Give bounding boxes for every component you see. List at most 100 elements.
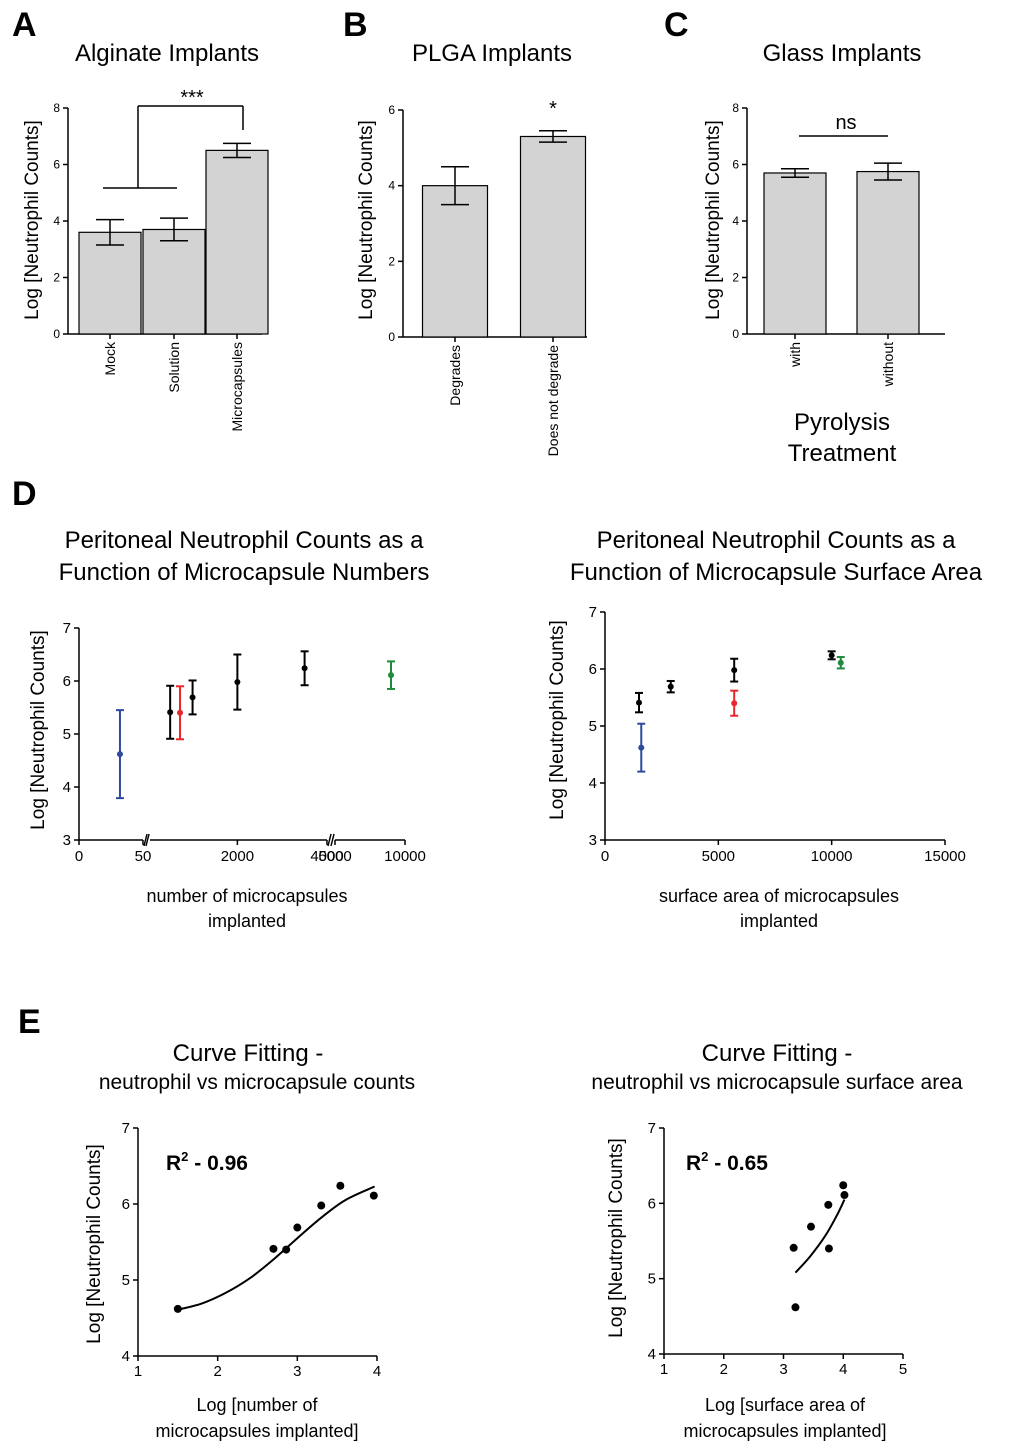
chart-a-y-tick-label-3: 6: [53, 158, 60, 172]
chart-c-y-tick-label-2: 4: [732, 214, 739, 228]
chart-e-right-y-tick-label-0: 4: [648, 1346, 656, 1363]
chart-a-category-label-2: Microcapsules: [229, 342, 245, 431]
chart-b-y-axis-label: Log [Neutrophil Counts]: [356, 120, 377, 320]
chart-e-left-x-axis-label-line-1: Log [number of: [196, 1395, 318, 1415]
chart-e-right-x-tick-label-1: 2: [720, 1361, 728, 1378]
chart-d-left-x-tick-label-4: 5000: [318, 848, 351, 865]
chart-d-right-y-axis-label: Log [Neutrophil Counts]: [547, 620, 568, 820]
chart-a-y-tick-label-4: 8: [53, 101, 60, 115]
chart-c-y-tick-label-4: 8: [732, 101, 739, 115]
chart-d-left-x-axis-label-line-1: number of microcapsules: [146, 886, 347, 906]
chart-e-left-y-tick-label-3: 7: [122, 1120, 130, 1137]
chart-e-right-point-0: [789, 1243, 798, 1252]
chart-b-title: PLGA Implants: [412, 40, 572, 67]
chart-b-bar-0: [421, 185, 489, 338]
chart-c-y-axis-label: Log [Neutrophil Counts]: [703, 120, 724, 320]
chart-d-right-point-0: [636, 699, 642, 706]
chart-e-right-subtitle: neutrophil vs microcapsule surface area: [591, 1071, 963, 1094]
chart-d-left-point-3: [189, 694, 196, 701]
chart-b-y-tick-label-3: 6: [388, 103, 395, 117]
chart-d-left-axis-break-1b: [145, 833, 150, 847]
chart-e-right-title: Curve Fitting -: [702, 1040, 853, 1067]
chart-d-right-y-tick-label-1: 4: [589, 775, 597, 792]
chart-d-left-x-tick-label-5: 10000: [384, 848, 426, 865]
chart-d-right-point-6: [837, 659, 844, 666]
chart-e-right-r-sup: 2: [701, 1149, 708, 1164]
chart-e-left-title: Curve Fitting -: [173, 1040, 324, 1067]
chart-e-right-y-tick-label-3: 7: [648, 1120, 656, 1137]
chart-e-left-x-tick-label-2: 3: [293, 1363, 301, 1380]
chart-c-x-axis-label-line-1: Pyrolysis: [794, 409, 890, 436]
chart-d-left-x-axis-label-line-2: implanted: [208, 911, 286, 931]
chart-e-left-point-2: [282, 1245, 291, 1254]
chart-e-right-point-5: [839, 1181, 848, 1190]
chart-e-right-y-tick-label-1: 5: [648, 1271, 656, 1288]
chart-e-right-r-value: - 0.65: [708, 1152, 768, 1175]
chart-d-left-point-0: [116, 751, 123, 758]
chart-e-left-y-axis-label: Log [Neutrophil Counts]: [84, 1144, 105, 1344]
chart-b-category-label-0: Degrades: [447, 345, 463, 406]
panel-letter-e: E: [18, 1003, 41, 1041]
chart-d-left-title-line-2: Function of Microcapsule Numbers: [59, 559, 430, 586]
chart-d-left-x-tick-label-2: 2000: [221, 848, 254, 865]
chart-e-right-x-axis-label-line-2: microcapsules implanted]: [683, 1421, 886, 1441]
chart-d-right-title-line-1: Peritoneal Neutrophil Counts as a: [597, 527, 957, 554]
chart-d-right-x-tick-label-1: 5000: [702, 848, 735, 865]
chart-d-right-point-4: [731, 700, 738, 707]
chart-d-left-y-tick-label-2: 5: [63, 726, 71, 743]
panel-letter-b: B: [343, 6, 368, 44]
chart-e-left-point-6: [369, 1191, 378, 1200]
chart-e-left-y-tick-label-2: 6: [122, 1196, 130, 1213]
chart-d-right-plot-area: 0 5000 10000 15000 3 4 5 6 7: [589, 604, 966, 865]
chart-d-right-y-tick-label-4: 7: [589, 604, 597, 621]
chart-d-right-point-3: [731, 667, 738, 674]
chart-d-right: Peritoneal Neutrophil Counts as a Functi…: [547, 527, 983, 931]
chart-a-significance: ***: [180, 87, 204, 109]
chart-b-y-tick-label-0: 0: [388, 330, 395, 344]
chart-b-category-label-1: Does not degrade: [545, 345, 561, 457]
chart-e-right-plot-area: 4 5 6 7 1 2 3 4 5: [648, 1120, 908, 1378]
chart-e-right-point-1: [791, 1303, 800, 1312]
chart-c-category-label-0: with: [787, 342, 803, 368]
chart-d-left-x-tick-label-1: 50: [135, 848, 152, 865]
chart-b-plot-area: 0 2 4 6 Degrades Does not degrade *: [388, 98, 587, 456]
chart-c-y-tick-label-1: 2: [732, 271, 739, 285]
chart-e-left-x-axis-label-line-2: microcapsules implanted]: [155, 1421, 358, 1441]
chart-c-category-label-1: without: [880, 342, 896, 387]
chart-e-left-r-value: - 0.96: [188, 1152, 248, 1175]
chart-e-left-point-0: [173, 1304, 182, 1313]
chart-d-right-y-tick-label-2: 5: [589, 718, 597, 735]
chart-d-left-y-tick-label-4: 7: [63, 620, 71, 637]
chart-d-right-point-1: [638, 744, 645, 751]
chart-d-left-x-tick-label-0: 0: [75, 848, 83, 865]
chart-e-right-point-4: [824, 1244, 833, 1253]
chart-e-left-x-tick-label-3: 4: [373, 1363, 381, 1380]
chart-d-right-y-tick-label-3: 6: [589, 661, 597, 678]
chart-c-significance: ns: [835, 112, 856, 134]
chart-e-right-point-3: [824, 1200, 833, 1209]
chart-c-plot-area: 0 2 4 6 8 with without ns: [732, 101, 945, 387]
chart-e-right: Curve Fitting - neutrophil vs microcapsu…: [591, 1040, 963, 1441]
chart-e-right-y-tick-label-2: 6: [648, 1195, 656, 1212]
chart-d-right-x-tick-label-0: 0: [601, 848, 609, 865]
chart-d-left-title-line-1: Peritoneal Neutrophil Counts as a: [65, 527, 425, 554]
chart-e-left-subtitle: neutrophil vs microcapsule counts: [99, 1071, 415, 1094]
chart-d-left-y-tick-label-0: 3: [63, 832, 71, 849]
chart-e-left-y-tick-label-1: 5: [122, 1272, 130, 1289]
chart-d-left-point-1: [167, 709, 174, 716]
chart-a-bar-0: [78, 231, 142, 335]
chart-e-left-plot-area: 4 5 6 7 1 2 3 4: [122, 1120, 382, 1380]
chart-e-left-point-3: [293, 1223, 302, 1232]
chart-e-right-x-tick-label-0: 1: [660, 1361, 668, 1378]
chart-d-right-point-2: [667, 683, 674, 690]
chart-e-right-point-6: [840, 1191, 849, 1200]
chart-d-right-x-axis-label-line-2: implanted: [740, 911, 818, 931]
chart-a-plot-area: 0 2 4 6 8 Mock Solution Microcapsules ***: [53, 87, 269, 431]
chart-d-left-y-tick-label-3: 6: [63, 673, 71, 690]
chart-b-significance: *: [549, 98, 557, 120]
chart-d-left-point-5: [301, 665, 308, 672]
panel-letter-a: A: [12, 6, 37, 44]
chart-c-x-axis-label-line-2: Treatment: [788, 440, 897, 467]
